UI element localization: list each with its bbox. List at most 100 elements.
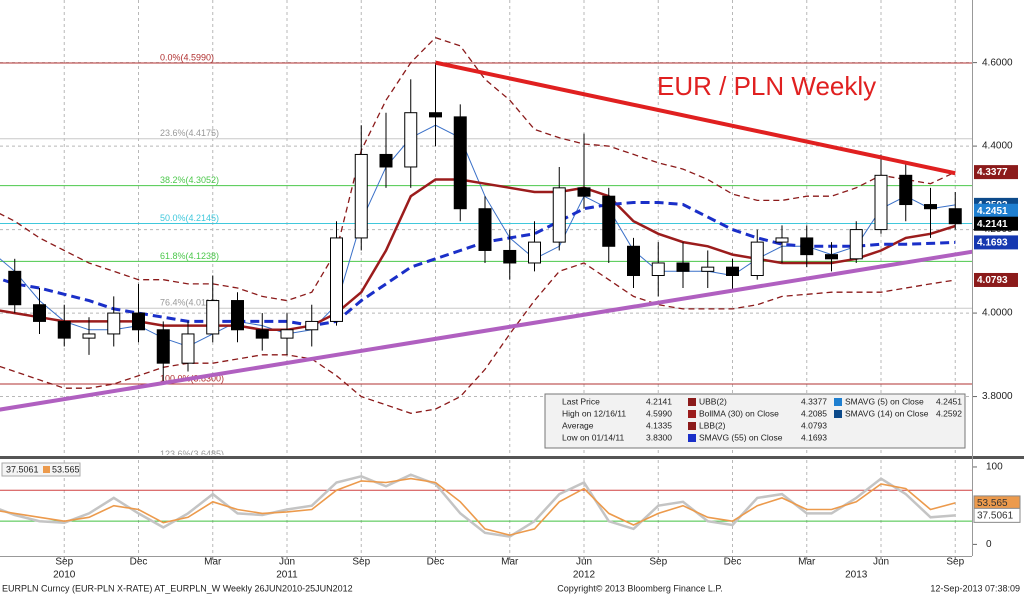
price-tag-label: 4.2451 [977,206,1008,217]
legend-label: LBB(2) [699,420,726,430]
candle-body [775,237,789,243]
candle-body [750,241,764,277]
candle-body [874,174,888,231]
legend-label: UBB(2) [699,396,727,406]
legend-marker [834,410,842,418]
legend-value: 3.8300 [646,432,672,442]
price-tag [974,235,1018,250]
trendline [435,60,956,176]
fib-label: 50.0%(4.2145) [160,213,219,223]
year-label: 2010 [53,570,76,581]
price-tag-label: 4.1693 [977,238,1008,249]
trendline [0,249,972,412]
candle-body [701,266,715,272]
candle-body [899,174,913,206]
candle-body [8,270,22,306]
y-tick-label: 4.0000 [982,308,1013,319]
candle-body [627,245,640,277]
legend-label: SMAVG (5) on Close [845,396,924,406]
x-tick-label: Jun [279,557,295,568]
candle-body [948,208,962,225]
chart-title: EUR / PLN Weekly [657,71,876,101]
candle-body [552,187,566,243]
legend-value: 4.5990 [646,408,672,418]
candle-body [33,304,46,322]
candle-body [602,195,616,247]
fib-label: 23.6%(4.4175) [160,128,219,138]
legend-marker [688,422,696,430]
x-tick-label: Sep [352,557,370,568]
year-label: 2011 [276,570,298,581]
candle-body [156,329,170,364]
y-tick-label: 4.4000 [982,141,1013,152]
year-label: 2012 [573,570,596,581]
candle-body [503,249,517,264]
rsi-legend-value: 37.5061 [6,464,39,474]
price-tag [974,272,1018,287]
legend-label: High on 12/16/11 [562,408,626,418]
x-tick-label: Sep [55,557,73,568]
rsi-tag-label: 53.565 [977,498,1008,509]
price-panel: 0.0%(4.5990) 23.6%(4.4175) 38.2%(4.3052) 50… [0,0,972,455]
rsi-panel [0,460,972,556]
candle-body [651,262,665,277]
legend-value: 4.0793 [801,420,827,430]
fib-label: 76.4%(4.0115) [160,298,218,308]
fib-label: 61.8%(4.1238) [160,251,219,261]
fib-label: 0.0%(4.5990) [160,52,214,62]
candle-body [825,254,838,260]
candle-body [676,262,690,272]
fib-label: 38.2%(4.3052) [160,175,219,185]
legend-label: BollMA (30) on Close [699,408,779,418]
legend-value: 4.1693 [801,432,827,442]
rsi-legend-box [1,462,81,477]
y-tick-label: 3.8000 [982,391,1013,402]
legend-value: 4.2085 [801,408,827,418]
price-tag [974,165,1018,180]
y-tick-label: 100 [986,462,1003,473]
candle-body [577,187,591,197]
candle-body [107,312,121,335]
legend-label: Average [562,420,594,430]
price-tag-label: 4.3377 [977,167,1008,178]
candle-body [330,237,343,322]
legend-value: 4.2592 [936,408,962,418]
candle-body [404,112,418,168]
legend-marker [688,410,696,418]
footer-right: 12-Sep-2013 07:38:09 [930,583,1020,593]
footer-left: EURPLN Curncy (EUR-PLN X-RATE) AT_EURPLN… [2,583,353,593]
candle-body [132,312,145,331]
rsi-legend-marker [43,466,50,473]
legend-value: 4.3377 [801,396,827,406]
price-tag-label: 4.2141 [977,219,1008,230]
candle-body [726,266,739,277]
x-tick-label: Jun [576,557,592,568]
y-tick-label: 0 [986,539,992,550]
x-tick-label: Dec [427,557,445,568]
candle-body [57,320,71,339]
x-tick-label: Dec [130,557,148,568]
legend-label: Last Price [562,396,600,406]
candle-body [800,237,814,256]
candle-body [478,208,492,251]
candle-body [305,320,319,331]
candle-body [849,229,863,260]
year-label: 2013 [845,570,868,581]
rsi-legend-value: 53.565 [52,464,80,474]
x-tick-label: Dec [724,557,742,568]
rsi-tag-label: 37.5061 [977,510,1014,521]
legend-marker [688,398,696,406]
indicator-line [0,201,956,328]
footer-center: Copyright© 2013 Bloomberg Finance L.P. [557,583,723,593]
x-tick-label: Sep [649,557,667,568]
candle-body [354,153,368,239]
candle-body [280,329,294,339]
rsi-line [0,477,956,536]
candle-body [379,153,393,168]
legend-label: Low on 01/14/11 [562,432,624,442]
price-tag [974,216,1018,231]
legend-label: SMAVG (14) on Close [845,408,929,418]
legend-box [544,393,966,449]
